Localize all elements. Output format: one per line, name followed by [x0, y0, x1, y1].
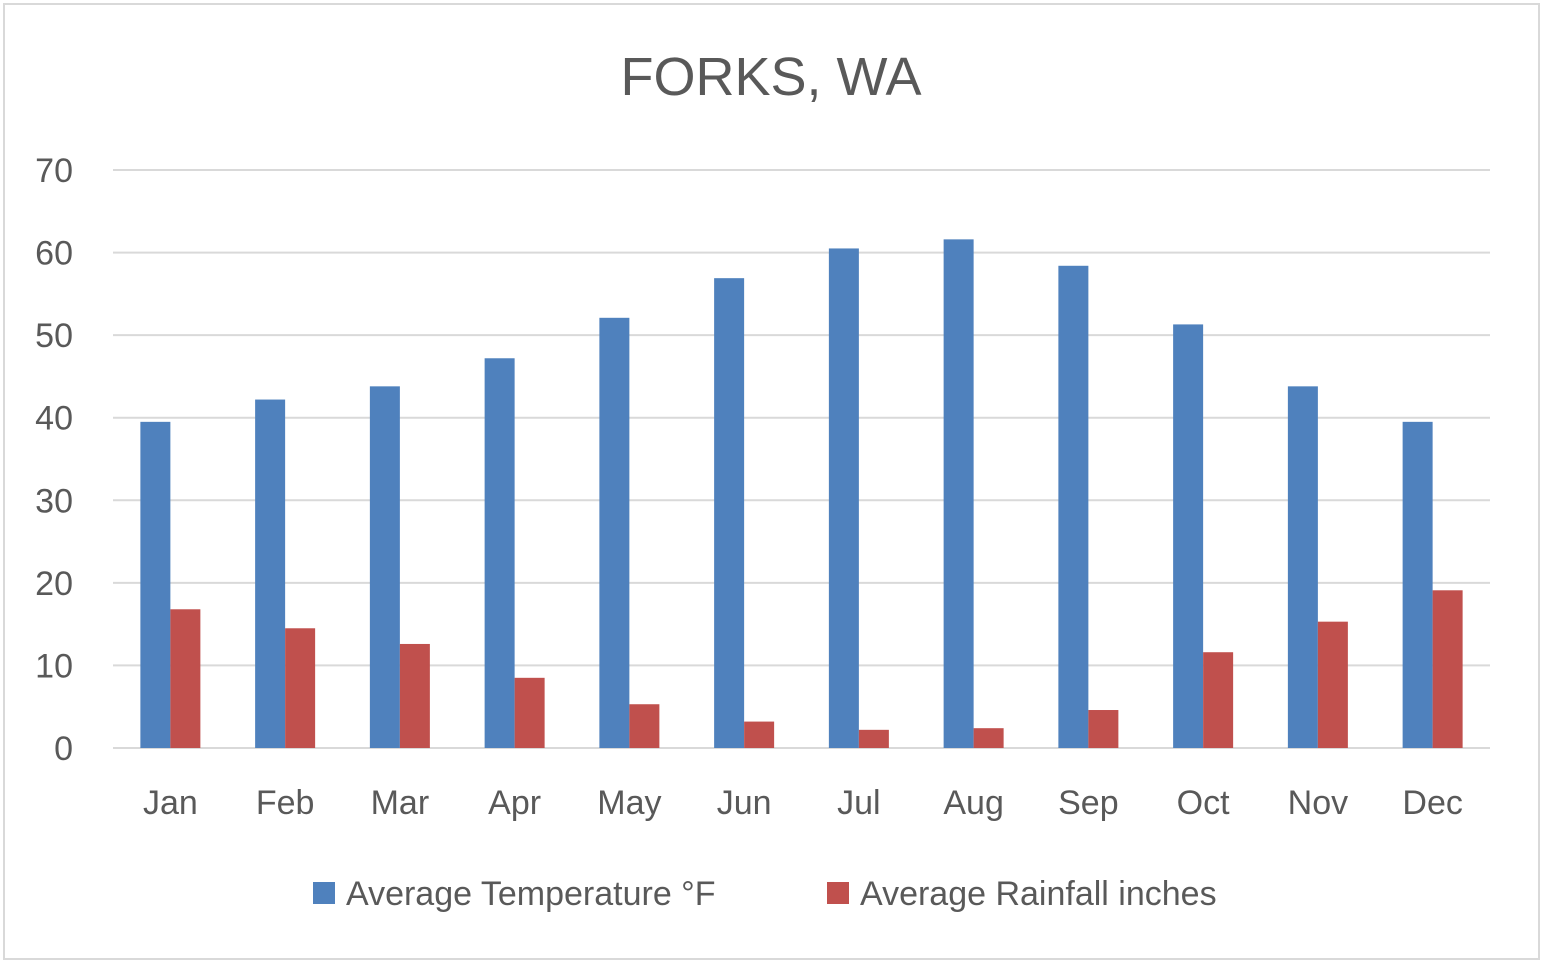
legend-swatch-rainfall	[827, 882, 849, 904]
y-tick-label: 10	[35, 647, 73, 685]
legend-swatch-temperature	[313, 882, 335, 904]
x-tick-label: Jun	[717, 784, 772, 822]
y-tick-label: 20	[35, 565, 73, 603]
bar-temperature-may	[599, 317, 630, 748]
bar-temperature-oct	[1173, 324, 1204, 748]
y-tick-label: 0	[54, 730, 73, 768]
x-tick-label: Dec	[1402, 784, 1462, 822]
bar-rainfall-jan	[170, 609, 201, 748]
bar-temperature-jun	[714, 278, 745, 748]
bar-rainfall-mar	[399, 643, 430, 748]
x-tick-label: Nov	[1288, 784, 1348, 822]
bar-temperature-apr	[484, 358, 515, 748]
y-tick-label: 40	[35, 400, 73, 438]
bar-temperature-jul	[828, 248, 859, 748]
legend-label-temperature: Average Temperature °F	[346, 875, 716, 913]
bar-temperature-mar	[369, 386, 400, 748]
x-tick-label: Jan	[143, 784, 198, 822]
bar-rainfall-aug	[973, 728, 1004, 748]
x-tick-label: Mar	[371, 784, 430, 822]
bar-temperature-aug	[943, 239, 974, 749]
bar-temperature-dec	[1402, 421, 1433, 748]
x-tick-label: Apr	[488, 784, 541, 822]
x-tick-label: Aug	[943, 784, 1004, 822]
legend-label-rainfall: Average Rainfall inches	[860, 875, 1217, 913]
y-axis-tick-labels: 0 10 20 30 40 50 60 70	[35, 152, 73, 768]
bar-rainfall-apr	[514, 677, 545, 748]
y-tick-label: 60	[35, 235, 73, 273]
bar-rainfall-jun	[744, 721, 775, 748]
bar-rainfall-sep	[1088, 710, 1119, 748]
bar-rainfall-may	[629, 704, 660, 748]
bar-rainfall-dec	[1432, 590, 1463, 748]
x-tick-label: Feb	[256, 784, 315, 822]
x-tick-label: May	[597, 784, 661, 822]
chart-title: FORKS, WA	[620, 47, 921, 107]
gridlines	[113, 169, 1490, 749]
bar-temperature-sep	[1058, 265, 1089, 748]
legend: Average Temperature °F Average Rainfall i…	[313, 875, 1217, 913]
y-tick-label: 30	[35, 482, 73, 520]
y-tick-label: 70	[35, 152, 73, 190]
x-tick-label: Jul	[837, 784, 880, 822]
x-axis-tick-labels: Jan Feb Mar Apr May Jun Jul Aug Sep Oct Nov Dec	[143, 784, 1463, 822]
bar-temperature-nov	[1287, 386, 1318, 748]
bar-rainfall-jul	[858, 729, 889, 748]
y-tick-label: 50	[35, 317, 73, 355]
bar-rainfall-feb	[285, 628, 316, 748]
bar-temperature-jan	[140, 421, 171, 748]
bar-temperature-feb	[255, 399, 286, 748]
x-tick-label: Oct	[1177, 784, 1230, 822]
x-tick-label: Sep	[1058, 784, 1119, 822]
bar-rainfall-nov	[1317, 621, 1348, 748]
bars	[140, 239, 1463, 749]
bar-rainfall-oct	[1203, 652, 1234, 748]
